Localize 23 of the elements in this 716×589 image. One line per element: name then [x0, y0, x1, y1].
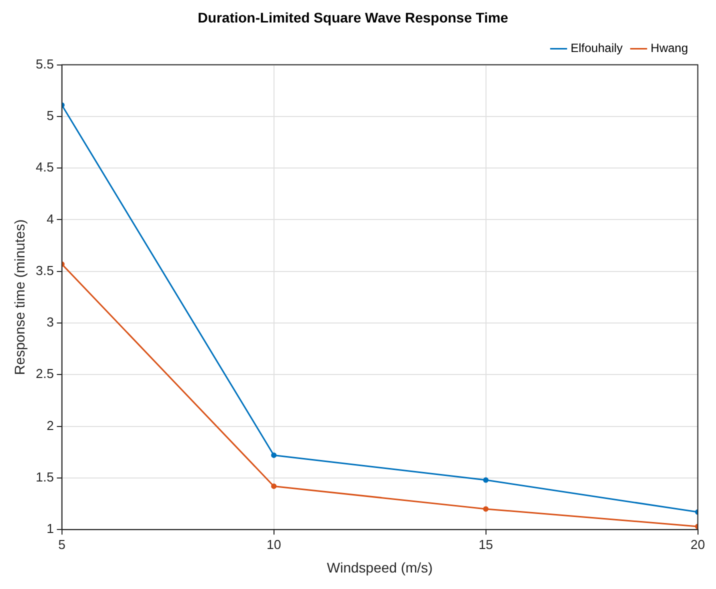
x-tick-label: 15	[478, 536, 494, 552]
legend-label: Elfouhaily	[570, 41, 623, 56]
chart-title: Duration-Limited Square Wave Response Time	[198, 9, 508, 26]
y-tick-label: 3.5	[36, 262, 54, 278]
legend-label: Hwang	[650, 41, 688, 56]
y-tick-label: 4	[46, 211, 54, 226]
y-tick-label: 2	[46, 418, 54, 433]
point	[271, 452, 277, 458]
x-tick-label: 10	[266, 536, 282, 552]
x-tick-label: 5	[58, 536, 66, 552]
y-tick-label: 3	[46, 314, 54, 330]
point	[483, 477, 489, 483]
y-axis-title: Response time (minutes)	[11, 219, 28, 376]
point	[483, 506, 489, 512]
y-tick-label: 2.5	[36, 366, 54, 382]
y-tick-label: 5.5	[36, 56, 54, 72]
y-tick-label: 4.5	[36, 160, 54, 175]
x-tick-label: 20	[690, 536, 706, 552]
y-tick-label: 1.5	[36, 470, 54, 485]
point	[271, 483, 277, 489]
y-tick-label: 1	[46, 521, 54, 536]
y-tick-label: 5	[46, 108, 54, 124]
x-axis-title: Windspeed (m/s)	[326, 559, 433, 576]
